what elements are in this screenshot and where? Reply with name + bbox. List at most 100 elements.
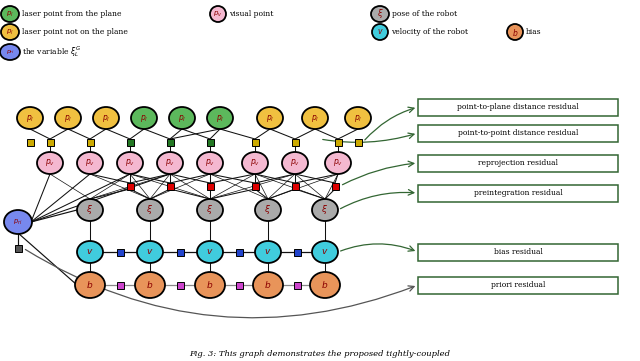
Ellipse shape [197, 152, 223, 174]
Bar [26, 139, 33, 145]
Text: $\xi$: $\xi$ [264, 204, 271, 217]
Bar [294, 248, 301, 256]
FancyBboxPatch shape [418, 184, 618, 201]
Text: $b$: $b$ [206, 279, 214, 291]
Ellipse shape [312, 241, 338, 263]
Text: $\xi$: $\xi$ [86, 204, 93, 217]
Bar [15, 244, 22, 252]
Text: $p_{ri}$: $p_{ri}$ [6, 48, 15, 56]
Text: point-to-point distance residual: point-to-point distance residual [458, 129, 578, 137]
Ellipse shape [253, 272, 283, 298]
Bar [252, 183, 259, 190]
FancyBboxPatch shape [418, 155, 618, 171]
Ellipse shape [302, 107, 328, 129]
Text: $p_l$: $p_l$ [266, 113, 274, 123]
Bar [236, 248, 243, 256]
Text: laser point not on the plane: laser point not on the plane [22, 28, 128, 36]
Text: $b$: $b$ [147, 279, 154, 291]
Ellipse shape [17, 107, 43, 129]
Text: point-to-plane distance residual: point-to-plane distance residual [457, 103, 579, 111]
Text: $p_l$: $p_l$ [102, 113, 110, 123]
Text: $p_v$: $p_v$ [213, 9, 223, 19]
Bar [291, 183, 298, 190]
Text: $p_v$: $p_v$ [165, 157, 175, 169]
Ellipse shape [325, 152, 351, 174]
FancyBboxPatch shape [418, 244, 618, 261]
Text: $b$: $b$ [321, 279, 329, 291]
Text: $p_l$: $p_l$ [311, 113, 319, 123]
Bar [127, 183, 134, 190]
Bar [294, 282, 301, 288]
Text: $p_v$: $p_v$ [250, 157, 260, 169]
Text: $p_l$: $p_l$ [216, 113, 224, 123]
Text: $v$: $v$ [206, 248, 214, 257]
Text: $v$: $v$ [147, 248, 154, 257]
Text: priori residual: priori residual [491, 281, 545, 289]
Bar [177, 282, 184, 288]
Ellipse shape [77, 199, 103, 221]
Ellipse shape [1, 6, 19, 22]
Ellipse shape [77, 241, 103, 263]
Ellipse shape [195, 272, 225, 298]
Bar [127, 139, 134, 145]
Text: reprojection residual: reprojection residual [478, 159, 558, 167]
Ellipse shape [210, 6, 226, 22]
Ellipse shape [1, 24, 19, 40]
Bar [166, 139, 173, 145]
Ellipse shape [4, 210, 32, 234]
Bar [207, 183, 214, 190]
Bar [252, 139, 259, 145]
Ellipse shape [371, 6, 389, 22]
Text: $p_l$: $p_l$ [6, 27, 14, 36]
Ellipse shape [75, 272, 105, 298]
Ellipse shape [37, 152, 63, 174]
Text: $p_{ri}$: $p_{ri}$ [13, 217, 22, 227]
Text: bias: bias [526, 28, 541, 36]
Text: $\xi$: $\xi$ [147, 204, 154, 217]
Text: $\xi$: $\xi$ [207, 204, 214, 217]
Ellipse shape [131, 107, 157, 129]
Text: $p_v$: $p_v$ [45, 157, 55, 169]
Bar [236, 282, 243, 288]
Ellipse shape [117, 152, 143, 174]
Ellipse shape [77, 152, 103, 174]
Text: $b$: $b$ [512, 26, 518, 38]
Ellipse shape [207, 107, 233, 129]
Bar [166, 183, 173, 190]
Text: $p_l$: $p_l$ [6, 9, 14, 19]
Text: bias residual: bias residual [493, 248, 543, 256]
Text: $\xi$: $\xi$ [321, 204, 328, 217]
Ellipse shape [372, 24, 388, 40]
Ellipse shape [345, 107, 371, 129]
Text: $v$: $v$ [321, 248, 329, 257]
Bar [86, 139, 93, 145]
Ellipse shape [255, 241, 281, 263]
Text: $p_l$: $p_l$ [354, 113, 362, 123]
FancyBboxPatch shape [418, 125, 618, 142]
Text: velocity of the robot: velocity of the robot [391, 28, 468, 36]
Text: $b$: $b$ [264, 279, 271, 291]
Bar [116, 248, 124, 256]
Text: $v$: $v$ [264, 248, 272, 257]
Bar [332, 183, 339, 190]
Ellipse shape [282, 152, 308, 174]
Text: Fig. 3: This graph demonstrates the proposed tightly-coupled: Fig. 3: This graph demonstrates the prop… [189, 350, 451, 358]
Text: pose of the robot: pose of the robot [392, 10, 457, 18]
Ellipse shape [197, 241, 223, 263]
Bar [291, 139, 298, 145]
Ellipse shape [255, 199, 281, 221]
Ellipse shape [257, 107, 283, 129]
Bar [47, 139, 54, 145]
Ellipse shape [242, 152, 268, 174]
Ellipse shape [55, 107, 81, 129]
Bar [355, 139, 362, 145]
Bar [116, 282, 124, 288]
Text: $p_l$: $p_l$ [26, 113, 34, 123]
Text: $p_v$: $p_v$ [85, 157, 95, 169]
Ellipse shape [312, 199, 338, 221]
Ellipse shape [507, 24, 523, 40]
Bar [177, 248, 184, 256]
Ellipse shape [169, 107, 195, 129]
Ellipse shape [137, 241, 163, 263]
Ellipse shape [310, 272, 340, 298]
